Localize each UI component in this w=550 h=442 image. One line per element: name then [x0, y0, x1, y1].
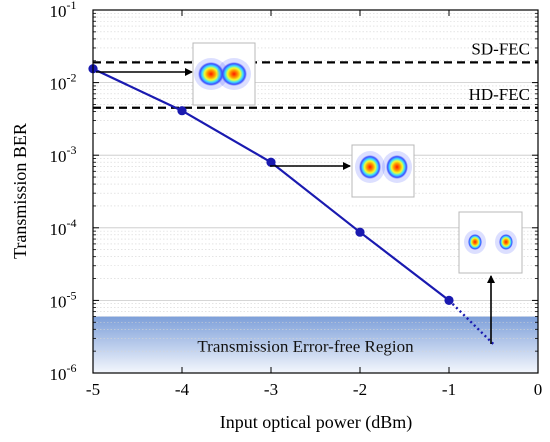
constellation-blob — [221, 62, 247, 86]
error-free-region-label: Transmission Error-free Region — [197, 337, 414, 356]
y-tick-label: 10-1 — [50, 0, 77, 21]
x-tick-label: -3 — [264, 380, 278, 399]
x-tick-label: -5 — [86, 380, 100, 399]
ber-data-point — [177, 106, 187, 116]
ber-data-point — [266, 157, 276, 167]
ber-data-point — [355, 227, 365, 237]
constellation-inset-2 — [351, 144, 415, 198]
y-tick-label: 10-3 — [50, 143, 77, 166]
x-tick-label: -4 — [175, 380, 190, 399]
x-axis-label: Input optical power (dBm) — [220, 412, 412, 433]
x-tick-label: 0 — [534, 380, 543, 399]
constellation-blob — [359, 155, 381, 179]
constellation-inset-3 — [458, 211, 523, 274]
threshold-label: HD-FEC — [469, 85, 530, 104]
constellation-blob — [468, 234, 482, 250]
y-axis-label: Transmission BER — [10, 123, 30, 259]
y-tick-label: 10-4 — [50, 216, 77, 239]
x-tick-label: -2 — [353, 380, 367, 399]
y-tick-label: 10-5 — [50, 288, 77, 311]
y-tick-label: 10-6 — [50, 361, 77, 384]
constellation-blob — [499, 234, 513, 250]
constellation-blob — [386, 155, 408, 179]
constellation-blob — [198, 62, 224, 86]
constellation-inset-1 — [192, 42, 256, 106]
error-free-region — [93, 316, 538, 373]
x-tick-label: -1 — [442, 380, 456, 399]
ber-extrapolation-line — [448, 299, 495, 345]
y-tick-label: 10-2 — [50, 71, 77, 94]
threshold-label: SD-FEC — [471, 39, 530, 58]
plot-frame — [92, 9, 539, 374]
